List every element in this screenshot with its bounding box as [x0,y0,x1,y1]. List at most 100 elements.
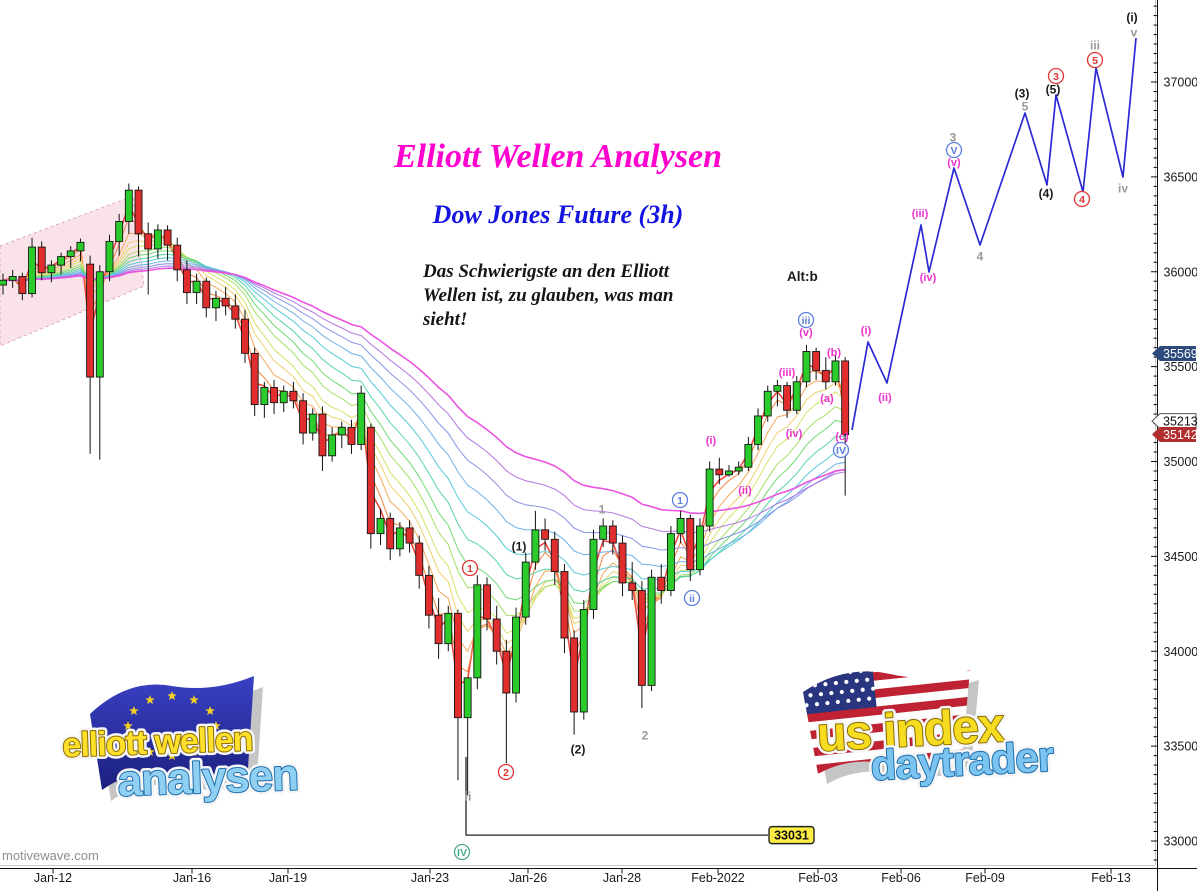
us-flag-star [821,663,826,668]
wave-label-circle [453,843,471,861]
candle [105,240,114,273]
price-axis-label: 35500 [1164,360,1197,374]
wave-label: (ii) [738,485,752,497]
ma-line [2,260,846,568]
us-flag-star [867,696,872,701]
candle [715,468,724,476]
candle [599,525,608,540]
candle [395,527,404,550]
price-axis-label: 36000 [1164,265,1197,279]
price-axis-label: 34000 [1164,645,1197,659]
candle [618,542,627,584]
wave-label: (iii) [779,367,796,379]
wave-label-circle [945,141,963,159]
logo-text-us-index: us index [816,699,1007,762]
wave-label: 4 [977,249,984,263]
candle [744,443,753,468]
eu-star [189,746,199,757]
candle [357,392,366,445]
us-flag-stripe [803,693,970,726]
wave-label: (iii) [912,208,929,220]
us-flag-stripe [803,727,970,761]
quote-line: Das Schwierigste an den Elliott [423,261,669,282]
wave-label: 4 [1079,194,1085,206]
candle [289,390,298,402]
candle [521,561,530,618]
us-flag-star [842,661,847,666]
wave-label: 1 [677,495,683,507]
eu-star [167,691,177,701]
logo-text-analysen: analysen [117,751,299,806]
candle [725,470,733,476]
eu-star [129,706,139,716]
us-flag-star [860,687,865,692]
candle [415,542,424,576]
eu-flag-icon [90,676,254,790]
candle [531,529,540,563]
us-flag-stripe [803,736,970,769]
us-flag-star [794,704,799,709]
price-axis-label: 34500 [1164,550,1197,564]
wave-label: (b) [827,347,841,359]
motivewave-watermark: motivewave.com [2,848,99,863]
candle [666,533,675,591]
candle [76,241,85,252]
eu-star [189,695,199,705]
us-flag-star [803,684,807,689]
candle [783,385,792,411]
quote-note: Das Schwierigste an den Elliott Wellen i… [423,260,723,332]
low-price-badge [768,825,815,845]
us-flag-stripe [803,670,970,675]
candle [308,413,317,434]
candle [37,246,46,274]
candle [124,189,133,222]
candle [134,189,143,235]
eu-star [123,721,133,731]
wave-label: (5) [1046,82,1061,96]
time-axis-label: Jan-19 [269,871,307,885]
elliott-wellen-analysen-logo: elliott wellen elliott wellen analysen a… [58,676,302,809]
eu-star [145,746,155,757]
candle [347,426,356,445]
candle [260,387,269,406]
us-flag-star [869,670,874,672]
logo-text-outline: analysen [117,751,299,806]
candle [492,618,501,652]
ma-line [2,265,846,534]
candle [115,221,124,242]
us-flag-star [800,665,805,670]
candle [405,527,414,544]
candle [541,529,550,540]
eu-star [205,706,215,716]
candle [424,574,433,616]
candle [734,466,743,472]
price-axis-label: 36500 [1164,170,1197,184]
wave-label: (3) [1015,86,1030,100]
candle [231,305,240,320]
price-badge [1151,413,1197,430]
candle [705,468,714,527]
candle [95,271,104,378]
candle [163,229,172,246]
us-flag-star [827,672,832,677]
candle [608,525,617,544]
time-axis-label: Jan-23 [411,871,449,885]
wave-label: iv [1118,181,1128,195]
candle [153,229,162,250]
candle [173,244,182,271]
wave-label: v [1131,25,1138,39]
us-flag-star [808,693,813,698]
wave-label: (c) [835,431,849,443]
us-flag-star [798,694,803,699]
low-measure-line [465,757,768,836]
time-axis-label: Feb-13 [1091,871,1131,885]
eu-star [145,695,155,705]
low-price-badge-label: 33031 [774,829,809,843]
price-axis-label: 37000 [1164,76,1197,90]
eu-star [167,751,177,761]
candle [28,246,36,295]
wave-label: (i) [1126,10,1137,24]
candle [299,400,308,434]
